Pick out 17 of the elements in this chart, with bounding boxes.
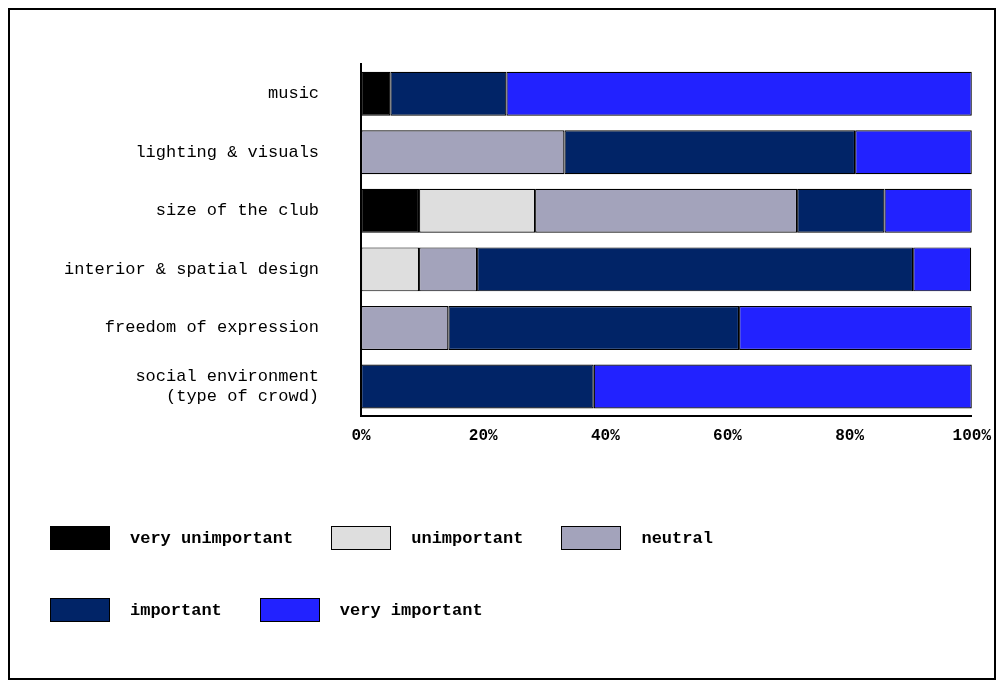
y-tick-label: social environment (type of crowd) [135,366,320,407]
legend-label: very important [339,600,483,620]
y-tick-label: size of the club [155,201,320,221]
y-tick-label: lighting & visuals [135,142,320,162]
x-tick-label: 100% [952,427,992,446]
x-tick-label: 0% [351,427,372,446]
x-tick-label: 20% [468,427,498,446]
y-tick-label: music [268,84,320,104]
legend-label: very unimportant [130,528,294,548]
x-tick-label: 60% [713,427,743,446]
y-tick-label: interior & spatial design [63,259,320,279]
x-tick-label: 80% [835,427,865,446]
x-tick-label: 40% [590,427,621,446]
legend-label: important [130,600,222,620]
legend-label: neutral [641,528,713,548]
legend-label: unimportant [411,528,524,548]
y-tick-label: freedom of expression [104,318,320,338]
